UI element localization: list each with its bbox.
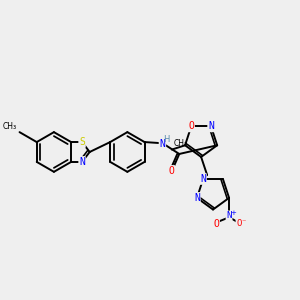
Text: ⁻: ⁻	[242, 217, 246, 226]
Text: CH₃: CH₃	[2, 122, 16, 131]
Text: N: N	[200, 174, 206, 184]
Text: O: O	[168, 166, 174, 176]
Text: N: N	[208, 122, 214, 131]
Text: H: H	[163, 135, 170, 144]
Text: N: N	[160, 139, 165, 149]
Text: O: O	[213, 219, 219, 229]
Text: N: N	[194, 193, 200, 203]
Text: CH₃: CH₃	[174, 139, 188, 148]
Text: N: N	[79, 157, 85, 167]
Text: S: S	[79, 137, 85, 147]
Text: O: O	[188, 122, 194, 131]
Text: +: +	[230, 210, 236, 216]
Text: O: O	[236, 219, 242, 228]
Text: N: N	[226, 211, 232, 220]
